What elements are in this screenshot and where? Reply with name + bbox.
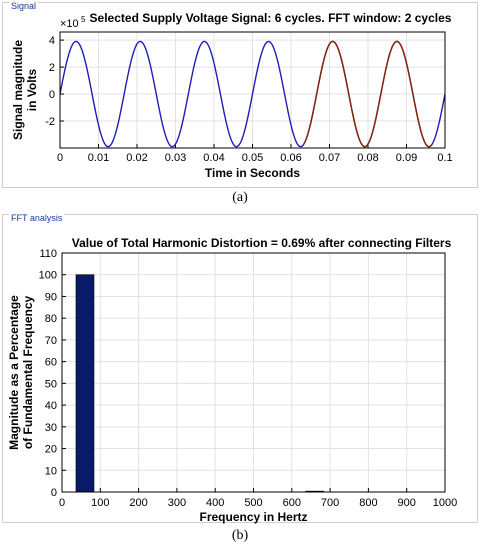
fft-y-tick-label: 10 xyxy=(45,465,57,477)
fft-bar xyxy=(75,274,95,493)
signal-x-tick-label: 0.07 xyxy=(319,152,340,164)
signal-y-tick-label: 0 xyxy=(49,89,55,101)
signal-y-axis-label-line2: in Volts xyxy=(25,68,39,111)
signal-x-tick-label: 0.05 xyxy=(242,152,263,164)
fft-y-axis-label-line1: Magnitude as a Percentage xyxy=(7,295,21,450)
signal-x-tick-label: 0.06 xyxy=(280,152,301,164)
fft-y-tick-label: 60 xyxy=(45,357,57,369)
fft-x-tick-label: 100 xyxy=(91,497,109,509)
fft-x-tick-label: 400 xyxy=(206,497,224,509)
fft-y-tick-label: 110 xyxy=(39,248,57,260)
fft-y-tick-label: 40 xyxy=(45,400,57,412)
signal-y-tick-label: 4 xyxy=(49,35,55,47)
fft-x-tick-label: 200 xyxy=(129,497,147,509)
signal-x-tick-label: 0.03 xyxy=(165,152,186,164)
signal-x-axis-label: Time in Seconds xyxy=(205,166,300,180)
caption-b: (b) xyxy=(231,528,249,543)
fft-y-tick-label: 20 xyxy=(45,444,57,456)
fft-x-tick-label: 300 xyxy=(168,497,186,509)
signal-chart-title: Selected Supply Voltage Signal: 6 cycles… xyxy=(90,11,452,25)
fft-panel-tab: FFT analysis xyxy=(9,213,65,223)
signal-y-exponent-label: ×10 xyxy=(60,18,79,30)
signal-plot-border xyxy=(59,31,446,149)
signal-y-tick-label: -2 xyxy=(45,116,55,128)
caption-a: (a) xyxy=(232,190,248,205)
fft-x-tick-label: 0 xyxy=(59,497,65,509)
signal-panel-tab: Signal xyxy=(9,1,39,11)
fft-x-axis-label: Frequency in Hertz xyxy=(199,510,307,524)
fft-x-tick-label: 700 xyxy=(321,497,339,509)
fft-chart-title: Value of Total Harmonic Distortion = 0.6… xyxy=(72,236,452,250)
fft-x-tick-label: 1000 xyxy=(433,497,457,509)
signal-y-axis-label-line1: Signal magnitude xyxy=(11,40,25,140)
signal-x-tick-label: 0.09 xyxy=(396,152,417,164)
fft-x-tick-label: 500 xyxy=(244,497,262,509)
fft-x-tick-label: 600 xyxy=(283,497,301,509)
fft-y-tick-label: 100 xyxy=(39,270,57,282)
signal-x-tick-label: 0.1 xyxy=(437,152,452,164)
fft-x-tick-label: 800 xyxy=(359,497,377,509)
fft-y-tick-label: 90 xyxy=(45,291,57,303)
signal-x-tick-label: 0.04 xyxy=(203,152,224,164)
fft-y-tick-label: 80 xyxy=(45,313,57,325)
signal-y-tick-label: 2 xyxy=(49,62,55,74)
fft-y-tick-label: 50 xyxy=(45,378,57,390)
signal-x-tick-label: 0.08 xyxy=(357,152,378,164)
fft-y-tick-label: 30 xyxy=(45,422,57,434)
signal-fft-window-line xyxy=(303,40,433,148)
fft-x-tick-label: 900 xyxy=(398,497,416,509)
signal-x-tick-label: 0.01 xyxy=(88,152,109,164)
fft-y-axis-label-line2: of Fundamental Frequency xyxy=(21,296,35,450)
fft-plot-border xyxy=(61,252,446,493)
fft-y-tick-label: 70 xyxy=(45,335,57,347)
signal-x-tick-label: 0.02 xyxy=(126,152,147,164)
signal-x-tick-label: 0 xyxy=(57,152,63,164)
signal-y-exponent-power: 5 xyxy=(81,15,86,24)
fft-y-tick-label: 0 xyxy=(51,487,57,499)
